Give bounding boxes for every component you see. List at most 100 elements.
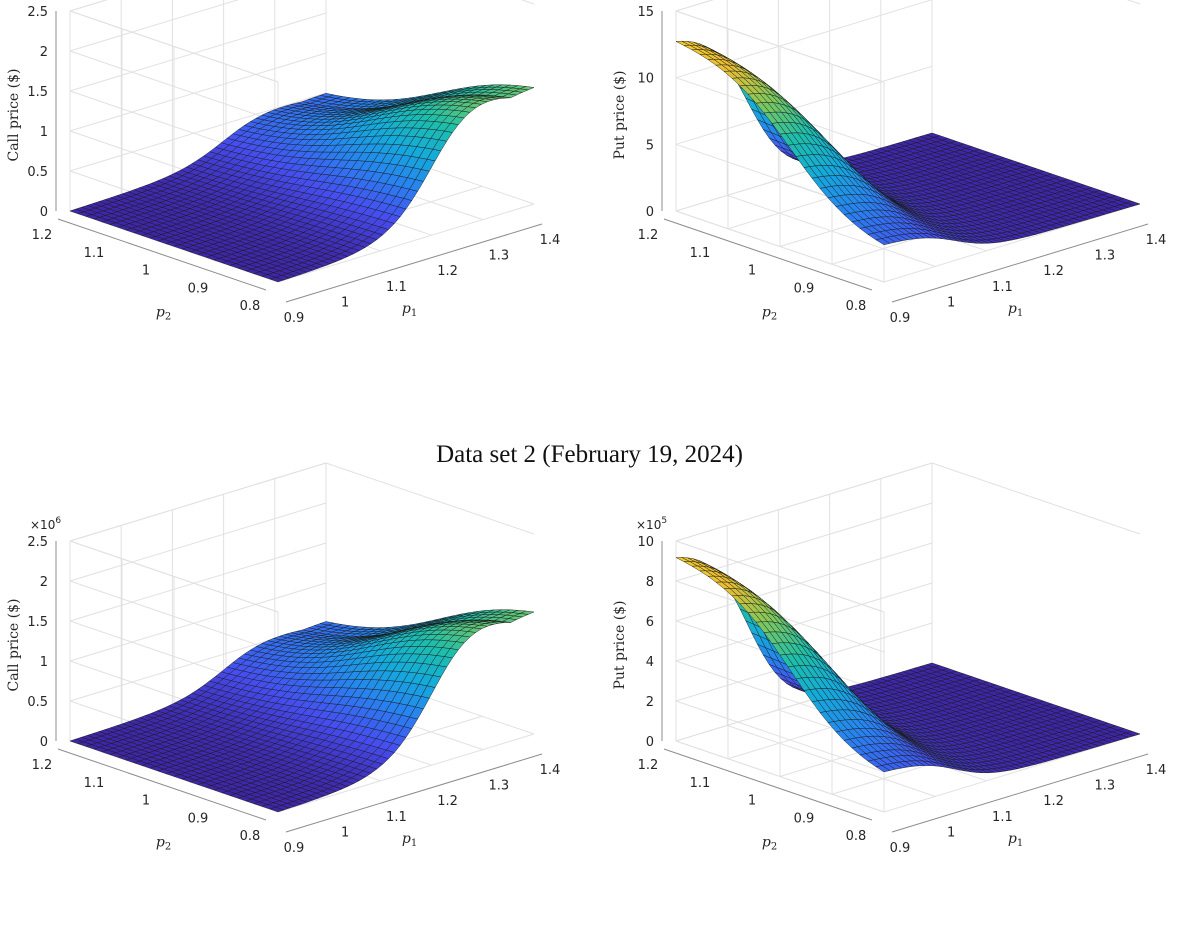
grid-line bbox=[69, 0, 108, 12]
chart-panel-top-left: 0.911.11.21.31.40.80.911.11.200.511.522.… bbox=[6, 0, 560, 326]
y-tick-label: 1.1 bbox=[690, 776, 711, 791]
y-axis-label: p2 bbox=[762, 305, 777, 323]
x-tick-label: 1.2 bbox=[1043, 794, 1064, 809]
grid-line bbox=[675, 210, 885, 283]
z-tick-label: 2.5 bbox=[27, 5, 48, 20]
y-axis-label: p2 bbox=[156, 835, 171, 853]
x-tick-label: 1.3 bbox=[488, 249, 509, 264]
grid-line bbox=[675, 0, 714, 12]
grid-line bbox=[69, 502, 327, 582]
z-tick-label: 0 bbox=[40, 205, 48, 220]
x-tick-label: 1.2 bbox=[437, 264, 458, 279]
grid-line bbox=[69, 0, 240, 52]
x-tick-label: 1.1 bbox=[992, 810, 1013, 825]
x-tick-label: 1 bbox=[947, 825, 955, 840]
z-tick-label: 2.5 bbox=[27, 535, 48, 550]
grid-line bbox=[675, 0, 933, 79]
grid-line bbox=[325, 462, 535, 535]
grid-line bbox=[675, 10, 885, 83]
z-tick-label: 10 bbox=[637, 72, 654, 87]
grid-line bbox=[69, 0, 108, 12]
chart-panel-bottom-right: 0.911.11.21.31.40.80.911.11.20246810×105… bbox=[612, 462, 1166, 856]
z-tick-label: 1 bbox=[40, 655, 48, 670]
grid-line bbox=[1126, 0, 1141, 5]
y-tick-label: 0.9 bbox=[188, 281, 209, 296]
z-tick-label: 8 bbox=[646, 575, 654, 590]
exponent-label: ×106 bbox=[30, 516, 61, 532]
z-tick-label: 10 bbox=[637, 535, 654, 550]
z-tick-label: 6 bbox=[646, 615, 654, 630]
x-tick-label: 0.9 bbox=[284, 841, 305, 856]
y-tick-label: 1 bbox=[748, 264, 756, 279]
chart-panel-bottom-left: 0.911.11.21.31.40.80.911.11.200.511.522.… bbox=[6, 462, 561, 856]
y-tick-label: 1.1 bbox=[84, 776, 105, 791]
z-axis-label: Put price ($) bbox=[612, 600, 628, 689]
grid-line bbox=[675, 462, 933, 542]
z-axis-label: Call price ($) bbox=[6, 68, 22, 161]
y-tick-label: 0.8 bbox=[846, 829, 867, 844]
x-tick-label: 1.2 bbox=[1043, 264, 1064, 279]
z-tick-label: 4 bbox=[646, 655, 654, 670]
y-tick-label: 1.2 bbox=[638, 758, 659, 773]
grid-line bbox=[69, 10, 279, 83]
z-tick-label: 15 bbox=[637, 5, 654, 20]
y-axis-label: p2 bbox=[156, 305, 171, 323]
exponent-label: ×105 bbox=[636, 516, 667, 532]
surface bbox=[675, 557, 1141, 774]
y-tick-label: 0.8 bbox=[240, 829, 261, 844]
x-tick-label: 1.2 bbox=[437, 794, 458, 809]
surface-patch bbox=[519, 86, 535, 91]
x-axis-line bbox=[285, 223, 543, 303]
x-tick-label: 1 bbox=[341, 295, 349, 310]
z-tick-label: 5 bbox=[646, 138, 654, 153]
x-tick-label: 1.4 bbox=[540, 763, 561, 778]
z-tick-label: 1.5 bbox=[27, 85, 48, 100]
y-tick-label: 0.9 bbox=[794, 281, 815, 296]
z-tick-label: 1 bbox=[40, 125, 48, 140]
x-tick-label: 1.1 bbox=[992, 280, 1013, 295]
x-tick-label: 1.3 bbox=[488, 779, 509, 794]
grid-line bbox=[931, 462, 1141, 535]
y-tick-label: 1.2 bbox=[638, 228, 659, 243]
z-axis-label: Call price ($) bbox=[6, 598, 22, 691]
x-tick-label: 1 bbox=[341, 825, 349, 840]
y-axis-line bbox=[57, 218, 267, 291]
grid-line bbox=[69, 50, 279, 123]
x-axis-label: p1 bbox=[1008, 831, 1023, 849]
grid-line bbox=[520, 0, 535, 5]
surface bbox=[69, 84, 535, 283]
y-tick-label: 1.2 bbox=[32, 228, 53, 243]
x-tick-label: 1.3 bbox=[1094, 249, 1115, 264]
z-tick-label: 2 bbox=[40, 575, 48, 590]
y-tick-label: 0.8 bbox=[846, 299, 867, 314]
grid-line bbox=[69, 52, 327, 132]
x-axis-label: p1 bbox=[1008, 301, 1023, 319]
x-tick-label: 0.9 bbox=[890, 841, 911, 856]
exponent-label: ×104 bbox=[636, 0, 667, 2]
grid-line bbox=[69, 542, 327, 622]
axes bbox=[55, 11, 543, 303]
y-tick-label: 1.2 bbox=[32, 758, 53, 773]
grid-line bbox=[69, 92, 327, 172]
z-tick-label: 0 bbox=[40, 735, 48, 750]
x-tick-label: 0.9 bbox=[890, 311, 911, 326]
y-tick-label: 1 bbox=[142, 264, 150, 279]
y-tick-label: 1 bbox=[142, 794, 150, 809]
z-tick-label: 0.5 bbox=[27, 165, 48, 180]
grid-line bbox=[675, 0, 714, 12]
grid-line bbox=[675, 65, 933, 145]
grid-line bbox=[277, 203, 535, 283]
z-tick-label: 2 bbox=[646, 695, 654, 710]
y-axis-label: p2 bbox=[762, 835, 777, 853]
y-tick-label: 0.9 bbox=[794, 811, 815, 826]
grid-line bbox=[69, 462, 327, 542]
x-tick-label: 1 bbox=[947, 295, 955, 310]
grid-line bbox=[69, 12, 327, 92]
x-tick-label: 1.3 bbox=[1094, 779, 1115, 794]
x-tick-label: 1.1 bbox=[386, 280, 407, 295]
x-tick-label: 1.4 bbox=[1146, 233, 1167, 248]
z-axis-label: Put price ($) bbox=[612, 70, 628, 159]
z-tick-label: 1.5 bbox=[27, 615, 48, 630]
y-tick-label: 0.9 bbox=[188, 811, 209, 826]
